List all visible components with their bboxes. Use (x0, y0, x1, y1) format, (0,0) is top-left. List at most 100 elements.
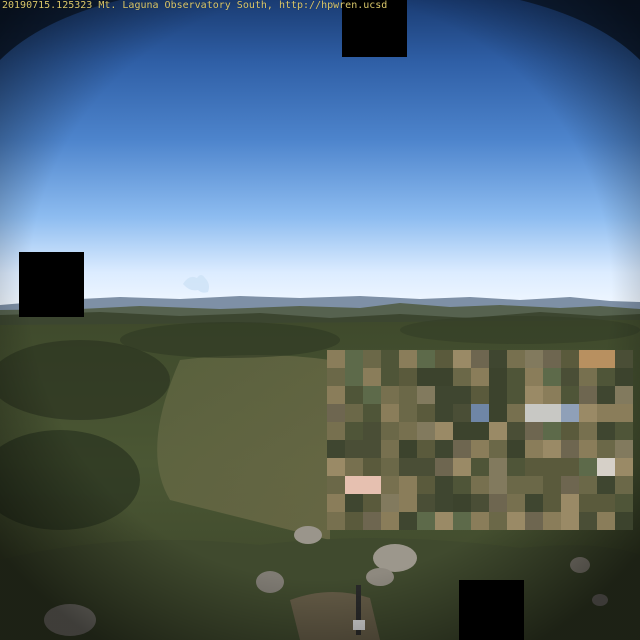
pixel-tile (381, 476, 399, 494)
pixel-tile (381, 386, 399, 404)
pixel-tile (597, 494, 615, 512)
pixel-tile (435, 458, 453, 476)
pixel-tile (489, 458, 507, 476)
pixel-tile (615, 494, 633, 512)
pixel-tile (561, 422, 579, 440)
pixel-tile (363, 350, 381, 368)
pixel-tile (471, 422, 489, 440)
redaction-block (19, 252, 84, 317)
pixel-tile (579, 440, 597, 458)
pixel-tile (615, 476, 633, 494)
pixel-tile (471, 458, 489, 476)
pixel-tile (363, 404, 381, 422)
pixel-tile (561, 458, 579, 476)
pixel-tile (417, 476, 435, 494)
pixel-tile (399, 404, 417, 422)
pixel-tile (363, 422, 381, 440)
pixel-tile (381, 440, 399, 458)
pixel-tile (453, 422, 471, 440)
pixel-tile (399, 368, 417, 386)
pixel-tile (597, 440, 615, 458)
pixel-tile (381, 368, 399, 386)
pixel-tile (327, 458, 345, 476)
pixel-tile (561, 494, 579, 512)
pixel-tile (507, 476, 525, 494)
pixel-tile (381, 350, 399, 368)
pixel-tile (507, 494, 525, 512)
pixel-tile (543, 350, 561, 368)
pixel-tile (399, 440, 417, 458)
pixel-tile (615, 512, 633, 530)
pixel-tile (525, 440, 543, 458)
pixel-tile (507, 458, 525, 476)
pixel-tile (507, 422, 525, 440)
pixel-tile (543, 458, 561, 476)
pixel-tile (561, 512, 579, 530)
pixel-tile (453, 440, 471, 458)
pixel-tile (543, 512, 561, 530)
pixel-tile (363, 386, 381, 404)
pixel-tile (381, 404, 399, 422)
pixel-tile (615, 386, 633, 404)
pixel-tile (597, 422, 615, 440)
pixel-tile (615, 458, 633, 476)
pixel-tile (327, 476, 345, 494)
pixel-tile (327, 422, 345, 440)
pixel-tile (489, 386, 507, 404)
pixel-tile (327, 512, 345, 530)
pixel-tile (579, 422, 597, 440)
pixel-tile (543, 368, 561, 386)
pixel-tile (435, 386, 453, 404)
pixel-tile (435, 422, 453, 440)
pixel-tile (417, 458, 435, 476)
pixel-tile (453, 386, 471, 404)
pixel-tile (579, 386, 597, 404)
pixel-tile (615, 440, 633, 458)
pixel-tile (507, 440, 525, 458)
pixel-tile (543, 386, 561, 404)
pixel-tile (345, 476, 363, 494)
pixel-tile (345, 458, 363, 476)
pixel-tile (471, 512, 489, 530)
pixel-tile (453, 476, 471, 494)
pixel-tile (453, 404, 471, 422)
pixel-tile (399, 458, 417, 476)
pixel-tile (399, 386, 417, 404)
pixel-tile (597, 368, 615, 386)
pixel-tile (489, 404, 507, 422)
pixel-tile (579, 350, 597, 368)
pixel-tile (579, 458, 597, 476)
pixel-tile (417, 422, 435, 440)
pixel-tile (543, 476, 561, 494)
pixel-tile (507, 368, 525, 386)
pixel-tile (435, 404, 453, 422)
pixel-tile (345, 404, 363, 422)
pixel-tile (561, 476, 579, 494)
pixel-tile (417, 368, 435, 386)
pixel-tile (543, 440, 561, 458)
pixel-tile (561, 350, 579, 368)
pixel-tile (345, 494, 363, 512)
pixel-tile (327, 350, 345, 368)
pixel-tile (345, 386, 363, 404)
pixel-tile (561, 386, 579, 404)
pixel-tile (453, 494, 471, 512)
pixel-tile (399, 422, 417, 440)
pixel-tile (399, 350, 417, 368)
pixel-tile (471, 386, 489, 404)
pixel-tile (417, 386, 435, 404)
pixel-tile (399, 512, 417, 530)
pixel-tile (435, 476, 453, 494)
pixel-tile (597, 476, 615, 494)
pixel-tile (615, 368, 633, 386)
pixel-tile (327, 386, 345, 404)
pixel-tile (543, 494, 561, 512)
pixel-tile (507, 512, 525, 530)
pixel-tile (525, 512, 543, 530)
pixel-tile (435, 440, 453, 458)
redaction-block (342, 0, 407, 57)
pixel-tile (525, 494, 543, 512)
